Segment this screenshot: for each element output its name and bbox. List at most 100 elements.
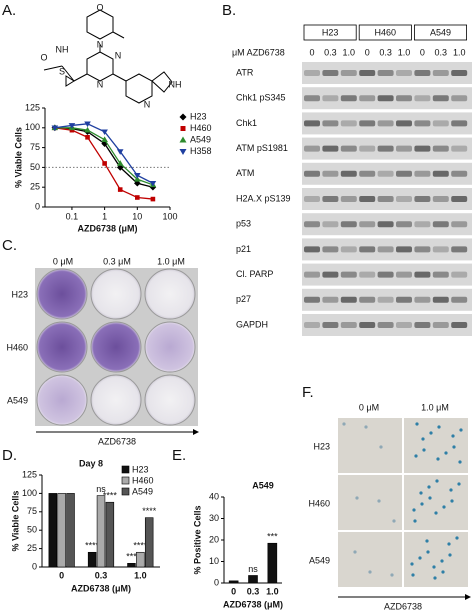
stained-cell xyxy=(412,508,416,512)
dose-label: 0 xyxy=(309,47,314,57)
y-tick-label: 40 xyxy=(209,491,219,501)
colony-plate xyxy=(36,268,88,320)
blot-band xyxy=(432,145,449,152)
axis-label: AZD6738 xyxy=(384,601,422,611)
blot-band xyxy=(359,196,376,202)
stained-cell xyxy=(459,428,463,432)
stained-cell xyxy=(428,496,432,500)
stained-cell xyxy=(436,457,440,461)
legend-swatch xyxy=(121,476,130,485)
legend-label: H460 xyxy=(132,475,154,485)
blot-band xyxy=(377,70,394,76)
blot-band xyxy=(359,221,376,228)
blot-band xyxy=(304,322,320,328)
stained-cell xyxy=(421,437,425,441)
blot-band xyxy=(451,246,468,253)
chemical-structure xyxy=(43,9,173,104)
bar xyxy=(57,493,66,568)
stained-cell xyxy=(442,505,446,509)
stained-cell xyxy=(425,539,429,543)
stained-cell xyxy=(429,431,433,435)
blot-band xyxy=(414,322,431,328)
panel-label: D. xyxy=(2,447,17,464)
blot-band xyxy=(304,70,320,76)
y-tick-label: 30 xyxy=(209,513,219,523)
data-point xyxy=(116,149,124,155)
x-tick-label: 0.3 xyxy=(95,570,108,580)
data-point xyxy=(134,175,141,182)
data-point xyxy=(149,183,157,191)
stained-cell xyxy=(437,425,441,429)
blot-strip xyxy=(302,238,472,261)
blot-band xyxy=(340,246,357,253)
stained-cell xyxy=(377,499,381,503)
stained-cell xyxy=(364,425,368,429)
blot-band xyxy=(451,296,468,303)
colony-plate xyxy=(90,374,142,426)
blot-band xyxy=(340,296,357,303)
blot-band xyxy=(340,70,357,76)
significance-label: *** xyxy=(126,552,137,562)
blot-band xyxy=(377,120,394,127)
blot-band xyxy=(451,322,468,328)
x-tick-label: 1 xyxy=(102,211,107,221)
blot-band xyxy=(377,246,394,253)
stained-cell xyxy=(432,565,436,569)
x-tick-label: 0.3 xyxy=(247,586,260,596)
blot-band xyxy=(322,95,339,102)
blot-band xyxy=(414,170,431,177)
row-label: H460 xyxy=(308,498,330,508)
blot-band xyxy=(322,246,339,253)
stained-cell xyxy=(458,460,462,464)
bar xyxy=(228,580,239,584)
blot-band xyxy=(451,196,468,202)
legend-label: H460 xyxy=(190,123,212,133)
blot-band xyxy=(432,95,449,102)
stained-cell xyxy=(435,479,439,483)
blot-band xyxy=(377,95,394,102)
blot-band xyxy=(359,120,376,127)
stained-cell xyxy=(434,511,438,515)
legend-label: H358 xyxy=(190,146,212,156)
dose-label: 0 xyxy=(420,47,425,57)
micrograph xyxy=(338,475,402,530)
stained-cell xyxy=(414,454,418,458)
blot-row-label: H2A.X pS139 xyxy=(236,193,291,203)
atom-label: N xyxy=(144,99,151,109)
blot-band xyxy=(340,322,357,328)
blot-band xyxy=(414,296,431,303)
stained-cell xyxy=(390,573,394,577)
blot-row-label: Chk1 xyxy=(236,118,257,128)
significance-label: *** xyxy=(267,532,278,542)
atom-label: S xyxy=(59,66,65,76)
blot-band xyxy=(377,170,394,177)
y-tick-label: 10 xyxy=(209,556,219,566)
stained-cell xyxy=(368,570,372,574)
y-tick-label: 25 xyxy=(27,543,37,553)
blot-band xyxy=(304,246,320,253)
blot-band xyxy=(451,95,468,102)
y-tick-label: 0 xyxy=(32,561,37,571)
data-point xyxy=(134,179,141,187)
blot-band xyxy=(359,145,376,152)
data-point xyxy=(134,173,141,179)
y-tick-label: 50 xyxy=(30,162,40,172)
blot-band xyxy=(340,120,357,127)
column-label: 1.0 μM xyxy=(421,402,449,412)
blot-band xyxy=(414,95,431,102)
stained-cell xyxy=(427,485,431,489)
y-axis-label: % Positive Cells xyxy=(192,505,202,574)
column-label: 0 μM xyxy=(53,256,73,266)
blot-band xyxy=(322,145,339,152)
colony-plate xyxy=(90,268,142,320)
colony-plate xyxy=(90,321,142,373)
y-tick-label: 0 xyxy=(35,201,40,211)
significance-label: **** xyxy=(142,506,157,516)
row-label: H23 xyxy=(11,289,28,299)
row-label: A549 xyxy=(309,555,330,565)
column-label: 0.3 μM xyxy=(103,256,131,266)
x-tick-label: 10 xyxy=(132,211,142,221)
blot-band xyxy=(304,145,320,152)
blot-band xyxy=(340,271,357,278)
blot-band xyxy=(377,296,394,303)
